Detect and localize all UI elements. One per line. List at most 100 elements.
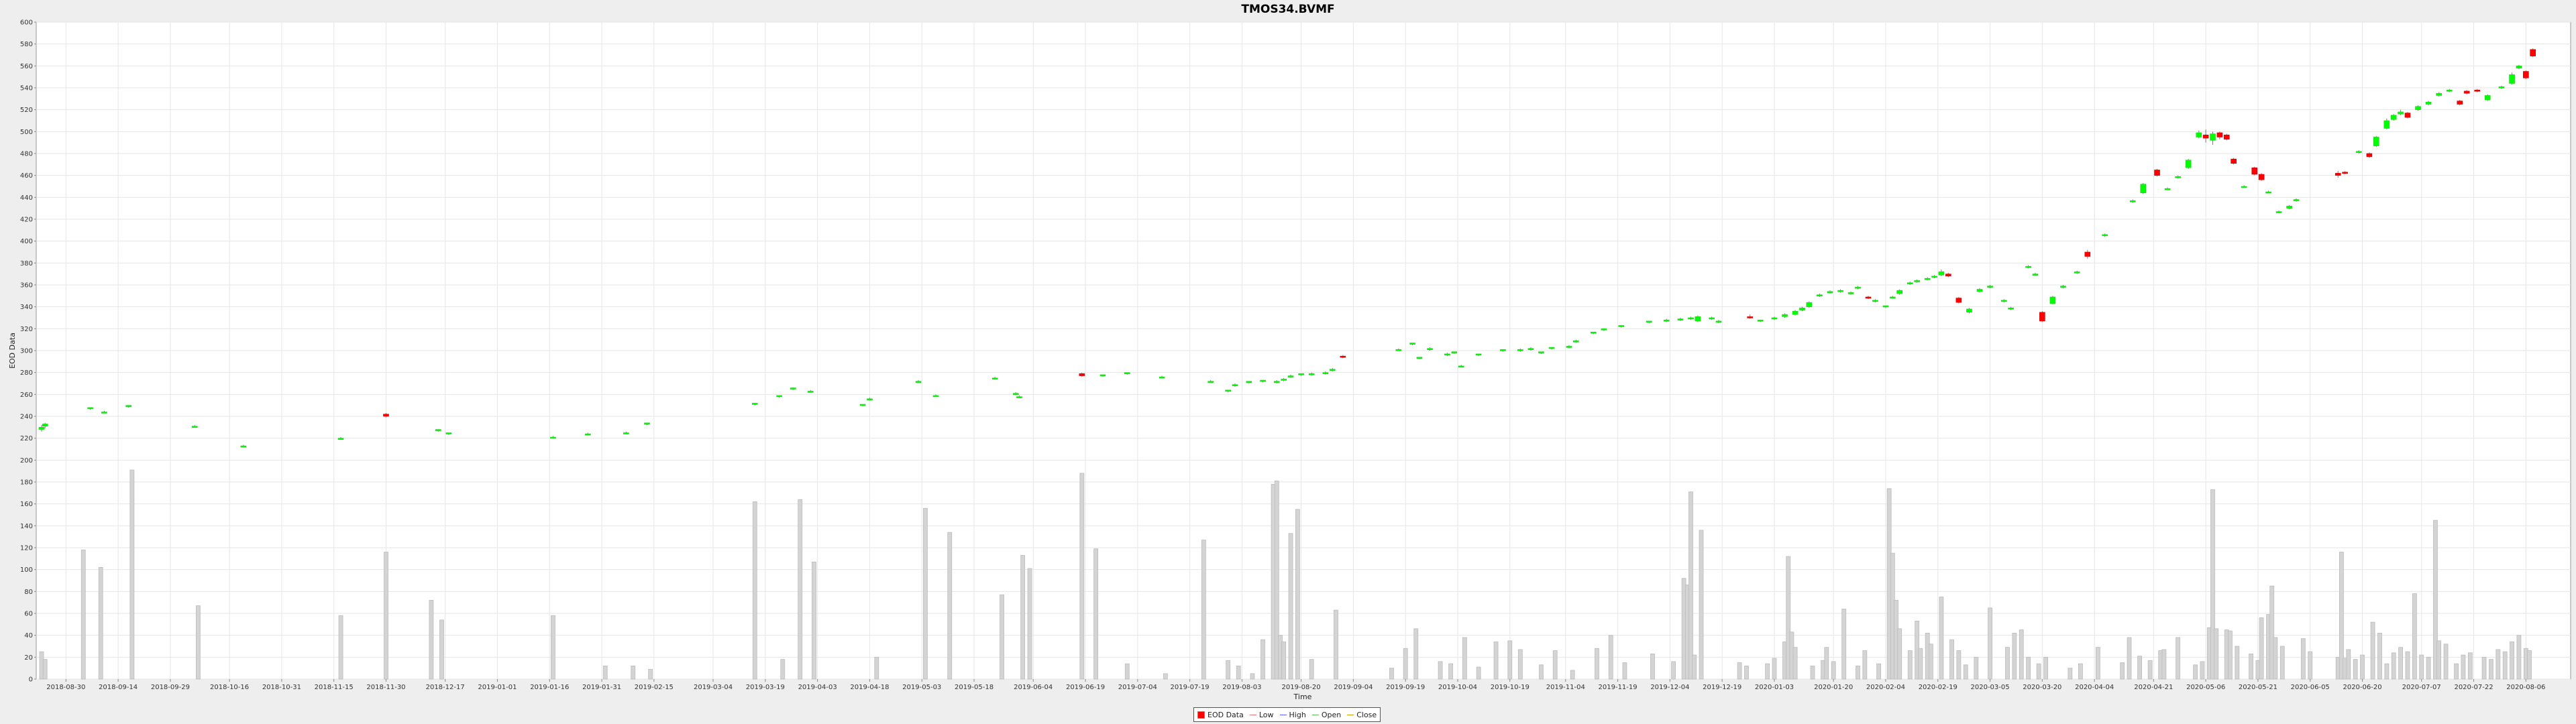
volume-bar <box>2516 635 2522 680</box>
volume-bar <box>2443 644 2449 680</box>
volume-bar <box>947 532 953 680</box>
x-axis-label: Time <box>1293 692 1312 701</box>
volume-bar <box>2161 649 2167 680</box>
candle-body <box>2008 307 2014 310</box>
x-tick-label: 2019-10-19 <box>1491 684 1529 691</box>
y-tick-label: 200 <box>20 457 33 465</box>
candle-body <box>807 391 814 393</box>
candle-body <box>623 432 629 434</box>
legend-swatch-eod <box>1197 711 1205 719</box>
volume-bar <box>2137 656 2142 680</box>
volume-bar <box>1786 556 1791 680</box>
candle-body <box>1782 314 1788 317</box>
y-tick-label: 180 <box>20 479 33 487</box>
volume-bar <box>1226 660 1231 680</box>
candle-body <box>1817 294 1823 297</box>
candle-body <box>2241 186 2247 188</box>
candle-body <box>1012 393 1019 396</box>
volume-bar <box>798 499 803 680</box>
volume-bar <box>2193 664 2198 680</box>
chart-title: TMOS34.BVMF <box>1241 3 1334 16</box>
x-tick-label: 2019-11-04 <box>1546 684 1585 691</box>
candle-body <box>1287 375 1294 377</box>
y-axis-label: EOD Data <box>8 333 17 369</box>
volume-bar <box>1250 673 1255 680</box>
volume-bar <box>1876 663 1881 680</box>
candle-body <box>2223 134 2230 140</box>
x-tick-label: 2020-06-05 <box>2291 684 2330 691</box>
candle-body <box>2366 153 2373 158</box>
volume-bar <box>2346 649 2351 680</box>
candle-body <box>2383 120 2390 129</box>
x-tick-label: 2020-07-22 <box>2454 684 2493 691</box>
candle-body <box>2390 115 2397 120</box>
x-tick-label: 2020-01-20 <box>1814 684 1853 691</box>
volume-bar <box>2120 662 2125 680</box>
candle-body <box>1715 320 1722 323</box>
x-tick-label: 2019-11-19 <box>1599 684 1638 691</box>
x-tick-label: 2018-11-30 <box>366 684 405 691</box>
x-tick-label: 2019-05-18 <box>955 684 994 691</box>
candle-body <box>1273 381 1280 383</box>
x-tick-label: 2019-12-19 <box>1703 684 1741 691</box>
candle-body <box>1427 348 1433 351</box>
volume-bar <box>2200 661 2205 680</box>
candle-body <box>2509 74 2515 84</box>
candle-body <box>2251 167 2258 175</box>
candle-body <box>1517 349 1523 351</box>
x-tick-label: 2019-04-03 <box>798 684 837 691</box>
volume-bar <box>1737 662 1742 680</box>
candle-body <box>2484 95 2491 101</box>
x-tick-label: 2019-08-20 <box>1282 684 1321 691</box>
candle-body <box>1896 290 1903 294</box>
y-tick-label: 320 <box>20 326 33 333</box>
candle-body <box>2498 86 2505 88</box>
x-tick-label: 2020-05-06 <box>2186 684 2225 691</box>
y-tick-label: 540 <box>20 85 33 93</box>
candle-body <box>2202 134 2209 139</box>
candle-body <box>1340 355 1346 358</box>
candle-body <box>191 426 198 428</box>
x-tick-label: 2019-07-19 <box>1171 684 1210 691</box>
candle-body <box>1124 372 1130 374</box>
volume-bar <box>384 552 388 680</box>
x-tick-label: 2020-07-07 <box>2402 684 2441 691</box>
volume-bar <box>2510 642 2514 680</box>
candle-body <box>1260 379 1266 382</box>
y-tick-label: 460 <box>20 172 33 180</box>
y-tick-label: 0 <box>29 676 33 684</box>
volume-bar <box>602 666 608 680</box>
y-tick-label: 420 <box>20 217 33 224</box>
volume-bar <box>648 668 653 680</box>
volume-bar <box>1650 654 1655 680</box>
candle-body <box>445 432 452 434</box>
volume-bar <box>1020 555 1026 680</box>
candle-body <box>2258 174 2265 180</box>
volume-bar <box>98 567 103 680</box>
candle-body <box>2356 151 2362 154</box>
candle-body <box>2001 300 2007 302</box>
candle-body <box>1308 373 1315 375</box>
volume-bar <box>1124 663 1130 680</box>
volume-bar <box>1772 658 1777 680</box>
candle-body <box>1232 384 1238 386</box>
y-tick-label: 360 <box>20 282 33 290</box>
candle-body <box>1159 376 1165 379</box>
volume-bar <box>1570 670 1575 680</box>
candle-body <box>1882 305 1889 308</box>
x-axis: 2018-08-30 2018-09-14 2018-09-29 2018-10-16… <box>46 679 2545 691</box>
candle-body <box>1079 373 1085 376</box>
volume-bar <box>812 561 816 680</box>
candle-body <box>38 427 45 430</box>
volume-bar <box>2095 647 2100 680</box>
volume-bar <box>2068 668 2073 680</box>
candle-body <box>1322 372 1329 374</box>
candle-body <box>1395 349 1402 351</box>
candle-body <box>1451 351 1458 353</box>
x-tick-label: 2019-01-16 <box>530 684 569 691</box>
y-tick-label: 380 <box>20 260 33 267</box>
volume-bar <box>1918 648 1923 680</box>
candle-body <box>1914 280 1920 282</box>
candle-body <box>751 403 758 405</box>
volume-bar <box>2426 656 2431 680</box>
